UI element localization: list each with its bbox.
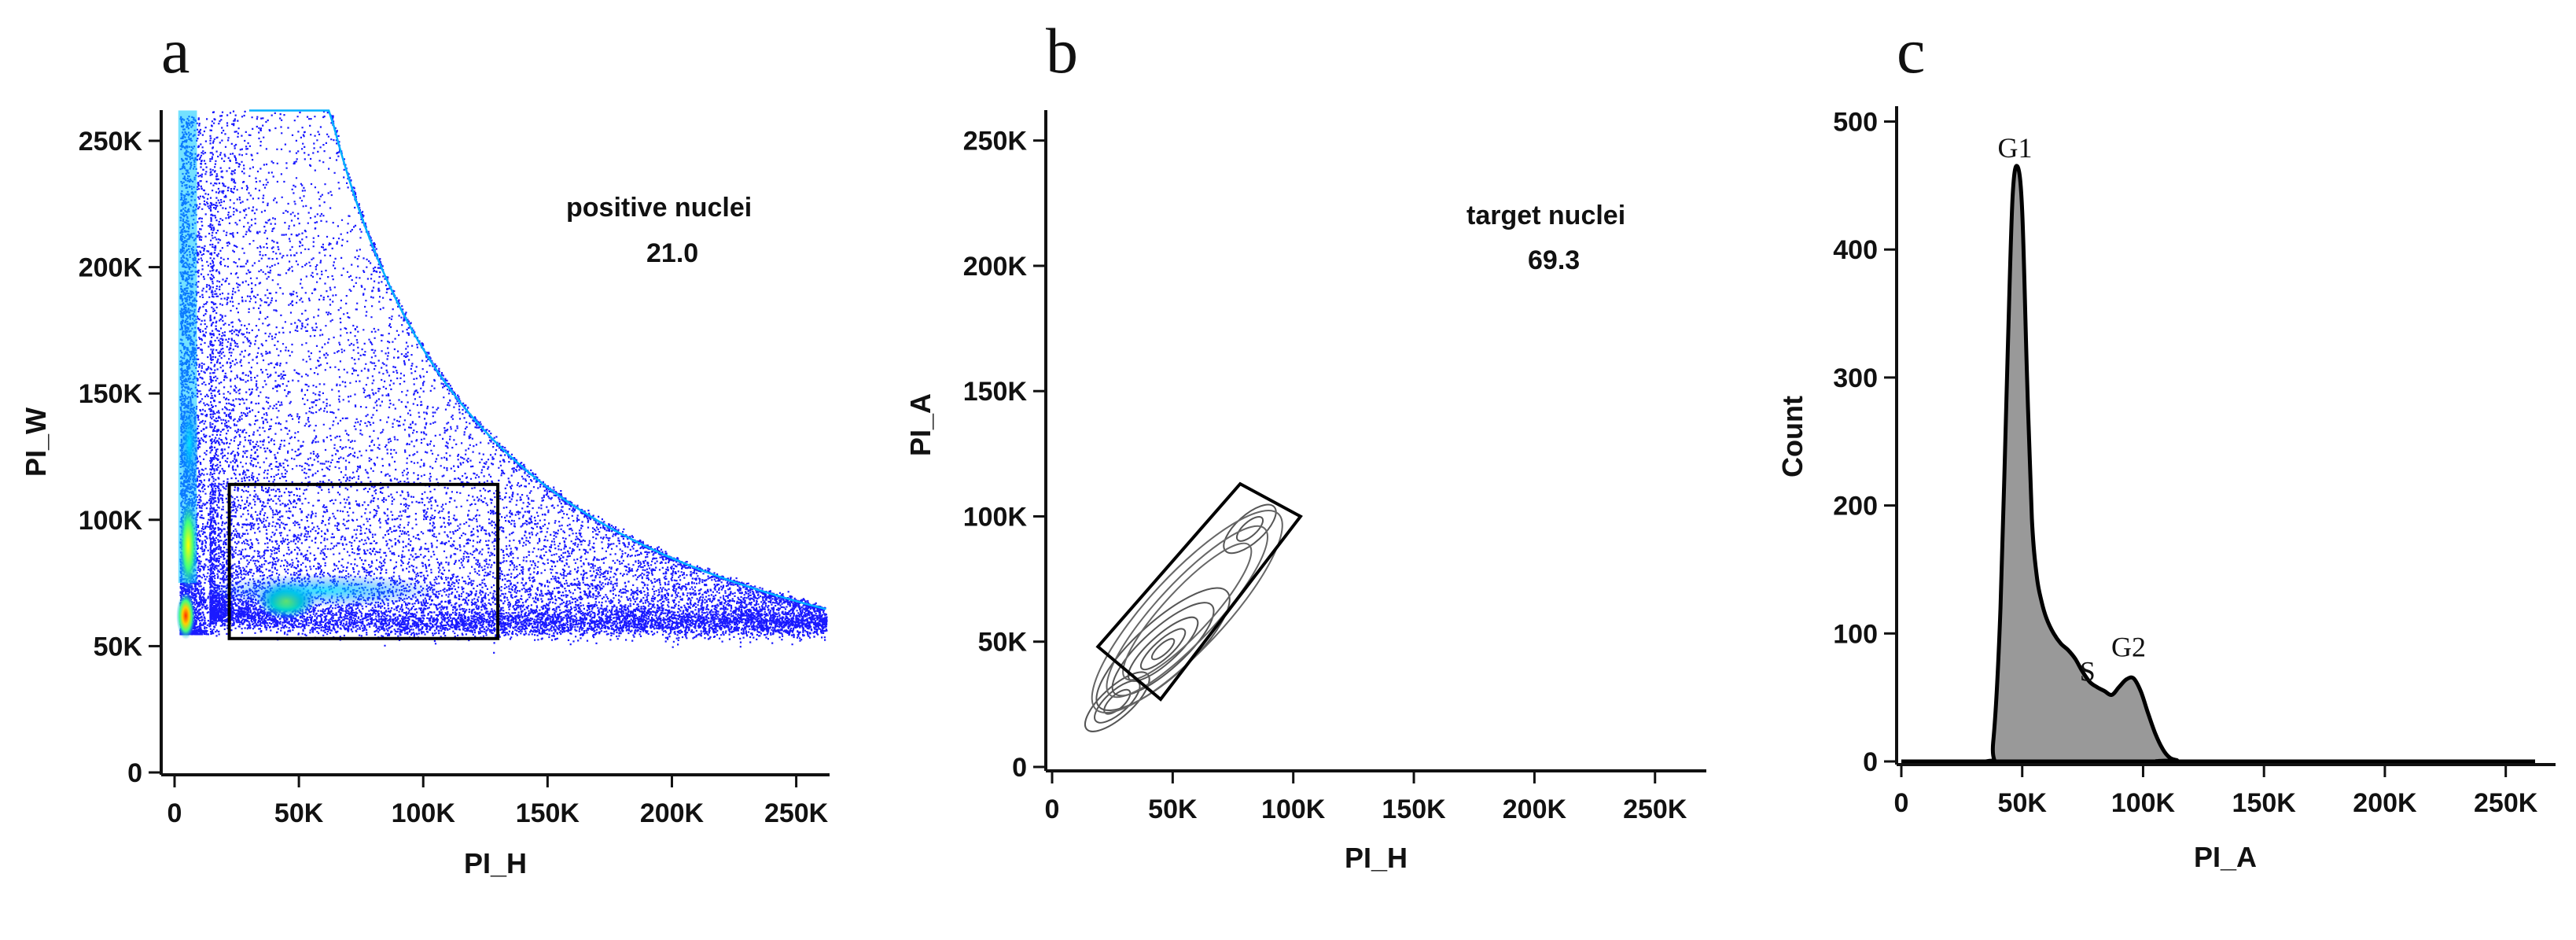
panel-b-x-tick-label: 0 <box>1045 794 1060 824</box>
panel-a-x-tick-label: 50K <box>274 798 324 828</box>
panel-c-y-ticks: 0 100 200 300 400 500 <box>1833 108 1897 777</box>
panel-c-annotations: G1 S G2 <box>1998 132 2147 687</box>
panel-c-x-tick-label: 200K <box>2353 788 2417 818</box>
panel-b-y-tick-label: 150K <box>963 377 1028 407</box>
panel-c-y-tick-label: 300 <box>1833 363 1878 393</box>
panel-a-density-blob <box>178 497 198 592</box>
panel-a-x-tick-label: 100K <box>392 798 456 828</box>
panel-b-x-tick-label: 200K <box>1503 794 1567 824</box>
panel-b-y-tick-label: 250K <box>963 127 1028 157</box>
panel-a-x-tick-label: 0 <box>167 798 182 828</box>
panel-c-y-tick-label: 500 <box>1833 108 1878 138</box>
panel-a-x-tick-label: 200K <box>640 798 705 828</box>
panel-b-gate-polygon[interactable] <box>1095 481 1303 702</box>
panel-a-y-tick-label: 250K <box>79 127 143 157</box>
panel-c-x-tick-label: 150K <box>2232 788 2297 818</box>
panel-letter-c: c <box>1897 15 1925 87</box>
panel-c-x-tick-label: 250K <box>2474 788 2538 818</box>
panel-b-contours <box>1084 503 1283 732</box>
panel-a-y-ticks: 0 50K 100K 150K 200K 250K <box>79 127 161 788</box>
panel-b-contour-line <box>1139 628 1187 671</box>
panel-a-density-blob <box>176 592 196 640</box>
panel-c-y-tick-label: 0 <box>1863 747 1878 777</box>
panel-a-x-ticks: 0 50K 100K 150K 200K 250K <box>167 775 829 828</box>
panel-b-x-ticks: 0 50K 100K 150K 200K 250K <box>1045 771 1687 824</box>
panel-c-y-tick-label: 200 <box>1833 492 1878 522</box>
panel-b-y-axis-title: PI_A <box>904 393 937 456</box>
panel-letter-b: b <box>1046 15 1078 87</box>
panel-a-y-tick-label: 100K <box>79 506 143 536</box>
panel-b-contour-line <box>1150 638 1176 661</box>
panel-c-x-ticks: 0 50K 100K 150K 200K 250K <box>1894 765 2538 818</box>
panel-a-y-tick-label: 0 <box>127 758 142 788</box>
panel-c-peak-label: G2 <box>2111 632 2146 663</box>
panel-b-y-tick-label: 100K <box>963 502 1028 532</box>
panel-a-gate-value: 21.0 <box>646 238 698 268</box>
panel-a-density-band <box>205 573 442 608</box>
panel-a-density <box>176 110 442 640</box>
panel-a-event-dots <box>179 110 828 654</box>
panel-letter-a: a <box>161 15 190 87</box>
panel-a-y-axis-title: PI_W <box>20 407 52 477</box>
panel-a-gate-name: positive nuclei <box>566 193 752 223</box>
panel-b-contour: 0 50K 100K 150K 200K 250K 0 50K 100K 150K 200K 250… <box>904 110 1706 874</box>
panel-b-contour-line <box>1122 542 1253 681</box>
panel-c-y-tick-label: 400 <box>1833 235 1878 265</box>
panel-c-y-axis-title: Count <box>1776 396 1809 477</box>
panel-a-x-tick-label: 150K <box>516 798 580 828</box>
panel-a-y-tick-label: 50K <box>94 632 143 662</box>
panel-c-peak-label: G1 <box>1998 132 2033 164</box>
panel-b-gate-value: 69.3 <box>1528 245 1580 275</box>
panel-b-y-tick-label: 0 <box>1012 753 1027 783</box>
panel-b-x-tick-label: 100K <box>1261 794 1326 824</box>
panel-b-x-tick-label: 150K <box>1382 794 1446 824</box>
panel-c-peak-label: S <box>2080 656 2096 687</box>
panel-b-x-axis-title: PI_H <box>1345 842 1408 874</box>
panel-c-histogram: 0 50K 100K 150K 200K 250K 0 100 200 300 400 500 G1… <box>1776 106 2556 873</box>
panel-a-y-tick-label: 150K <box>79 379 143 409</box>
panel-a-x-tick-label: 250K <box>764 798 829 828</box>
panel-b-gate-name: target nuclei <box>1466 201 1625 230</box>
panel-b-contour-line <box>1111 602 1215 697</box>
panel-a-density-edge <box>248 109 826 610</box>
panel-a-density-blob <box>179 396 199 492</box>
panel-b-y-tick-label: 50K <box>978 628 1028 658</box>
panel-b-x-tick-label: 50K <box>1148 794 1198 824</box>
panel-c-x-tick-label: 100K <box>2111 788 2176 818</box>
panel-b-y-tick-label: 200K <box>963 252 1028 282</box>
panel-c-y-tick-label: 100 <box>1833 619 1878 649</box>
panel-b-y-ticks: 0 50K 100K 150K 200K 250K <box>963 127 1046 783</box>
panel-c-x-axis-title: PI_A <box>2194 841 2257 873</box>
panel-c-x-tick-label: 0 <box>1894 788 1909 818</box>
panel-c-x-tick-label: 50K <box>1998 788 2048 818</box>
panel-b-contour-line <box>1106 525 1269 699</box>
panel-c-histogram-area <box>1901 164 2536 765</box>
panel-a-y-tick-label: 200K <box>79 253 143 283</box>
panel-b-contour-line <box>1235 516 1264 542</box>
panel-b-contour-line <box>1223 503 1277 555</box>
panel-b-x-tick-label: 250K <box>1623 794 1687 824</box>
panel-b-contour-line <box>1091 510 1283 714</box>
panel-a-gate-rect[interactable] <box>227 482 500 640</box>
panel-a-scatter: 0 50K 100K 150K 200K 250K 0 50K 100K 150K 200K 250… <box>20 109 830 879</box>
panel-a-x-axis-title: PI_H <box>464 847 527 879</box>
panel-a-events <box>179 109 828 654</box>
